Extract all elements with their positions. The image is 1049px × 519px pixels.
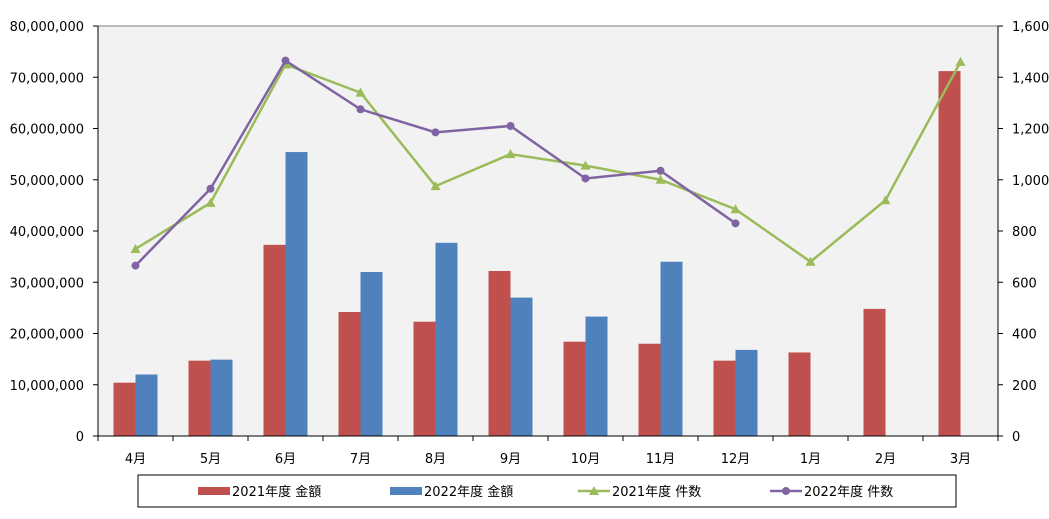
x-tick-label: 6月 <box>275 452 296 467</box>
line-point <box>581 174 590 183</box>
bar <box>413 321 436 436</box>
line-point <box>656 166 665 175</box>
x-tick-label: 10月 <box>571 452 601 467</box>
legend-box <box>137 474 957 508</box>
line-point <box>130 243 141 253</box>
bar <box>713 360 736 436</box>
x-tick-label: 7月 <box>350 452 371 467</box>
line-point <box>356 105 365 114</box>
plot-area <box>97 25 999 437</box>
bar <box>788 352 811 436</box>
left-tick-label: 50,000,000 <box>10 174 84 189</box>
x-tick-label: 12月 <box>721 452 751 467</box>
bar <box>135 374 158 436</box>
right-tick-label: 800 <box>1012 225 1037 240</box>
right-y-axis: 0 200 400 600 800 1,000 1,200 1,400 1,600 <box>997 20 1049 445</box>
right-tick-label: 1,000 <box>1012 174 1049 189</box>
right-tick-label: 1,600 <box>1012 20 1049 35</box>
x-tick-label: 2月 <box>875 452 896 467</box>
left-tick-label: 20,000,000 <box>10 328 84 343</box>
bar <box>285 152 308 436</box>
right-tick-label: 400 <box>1012 328 1037 343</box>
bar <box>660 261 683 436</box>
line-point <box>131 261 140 270</box>
line-point <box>506 121 515 130</box>
legend-label: 2021年度 件数 <box>612 484 701 500</box>
bar <box>863 308 886 436</box>
bar <box>263 244 286 436</box>
lines-layer <box>130 56 966 270</box>
x-tick-label: 1月 <box>800 452 821 467</box>
left-tick-label: 60,000,000 <box>10 123 84 138</box>
left-tick-label: 40,000,000 <box>10 225 84 240</box>
line-point <box>580 160 591 170</box>
line-point <box>205 197 216 207</box>
line-point <box>731 219 740 228</box>
bar <box>938 71 961 436</box>
bar <box>113 382 136 436</box>
bar <box>210 359 233 436</box>
line-point <box>355 87 366 97</box>
line-point <box>206 184 215 193</box>
right-tick-label: 1,200 <box>1012 123 1049 138</box>
legend-marker <box>589 486 599 495</box>
line-point <box>955 56 966 66</box>
x-tick-label: 4月 <box>125 452 146 467</box>
line-point <box>730 204 741 214</box>
x-tick-label: 5月 <box>200 452 221 467</box>
bar <box>338 311 361 436</box>
left-tick-label: 10,000,000 <box>10 379 84 394</box>
legend-label: 2021年度 金額 <box>232 484 321 500</box>
left-tick-label: 80,000,000 <box>10 20 84 35</box>
x-tick-label: 8月 <box>425 452 446 467</box>
left-tick-label: 70,000,000 <box>10 71 84 86</box>
line-point <box>805 256 816 266</box>
bars-layer <box>113 71 961 436</box>
legend: 2021年度 金額 2022年度 金額 2021年度 件数 2022年度 件数 <box>137 474 957 508</box>
line-point <box>430 181 441 191</box>
legend-marker <box>782 487 790 495</box>
right-tick-label: 200 <box>1012 379 1037 394</box>
bar <box>488 270 511 436</box>
left-tick-label: 30,000,000 <box>10 276 84 291</box>
bar <box>360 272 383 436</box>
x-tick-label: 3月 <box>950 452 971 467</box>
x-tick-label: 9月 <box>500 452 521 467</box>
right-tick-label: 0 <box>1012 430 1020 445</box>
bar <box>510 297 533 436</box>
legend-label: 2022年度 金額 <box>424 484 513 500</box>
line-point <box>431 128 440 137</box>
line-point <box>880 195 891 205</box>
right-tick-label: 1,400 <box>1012 71 1049 86</box>
bar <box>638 343 661 436</box>
right-tick-label: 600 <box>1012 276 1037 291</box>
bar <box>188 360 211 436</box>
bar <box>563 341 586 436</box>
bar <box>735 349 758 436</box>
bar <box>435 242 458 436</box>
legend-label: 2022年度 件数 <box>804 484 893 500</box>
bar <box>585 316 608 436</box>
line-point <box>505 149 516 159</box>
x-tick-label: 11月 <box>646 452 676 467</box>
left-tick-label: 0 <box>76 430 84 445</box>
line-point <box>655 174 666 184</box>
legend-swatch <box>390 487 422 495</box>
line-point <box>281 56 290 65</box>
left-y-axis: 0 10,000,000 20,000,000 30,000,000 40,000,00… <box>10 20 99 445</box>
series-line <box>134 61 962 264</box>
x-axis: 4月 5月 6月 7月 8月 9月 10月 11月 12月 1月 2月 3月 <box>97 436 999 467</box>
legend-swatch <box>198 487 230 495</box>
